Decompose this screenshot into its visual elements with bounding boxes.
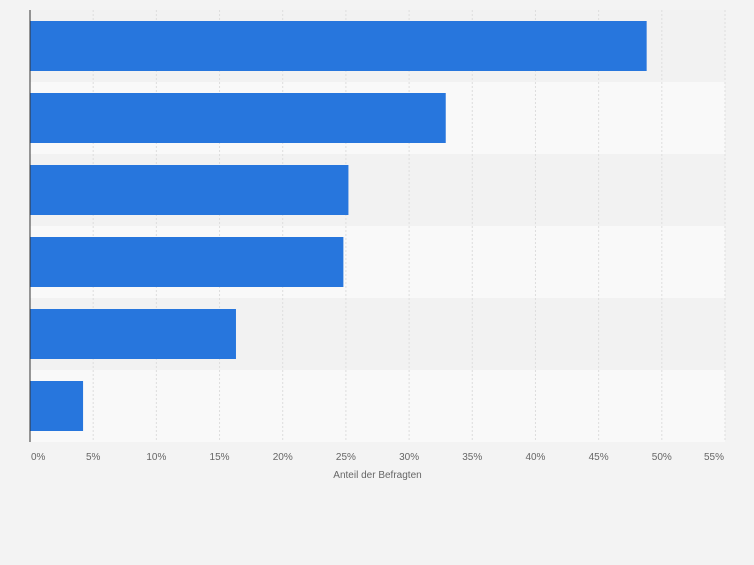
x-tick-label: 25% (336, 452, 356, 463)
x-tick-label: 15% (210, 452, 230, 463)
x-axis-ticks: 0% 5% 10% 15% 20% 25% 30% 35% 40% 45% 50% 55% (31, 452, 724, 463)
x-axis-title: Anteil der Befragten (333, 470, 421, 481)
x-tick-label: 0% (31, 452, 46, 463)
x-tick-label: 5% (86, 452, 101, 463)
x-tick-label: 30% (399, 452, 419, 463)
x-tick-label: 45% (589, 452, 609, 463)
bar[interactable] (30, 237, 344, 287)
bar[interactable] (30, 381, 84, 431)
x-tick-label: 50% (652, 452, 672, 463)
bars (30, 21, 647, 431)
x-tick-label: 35% (462, 452, 482, 463)
grid-lines (92, 10, 726, 442)
bar[interactable] (30, 21, 647, 71)
x-tick-label: 55% (704, 452, 724, 463)
row-band (30, 370, 725, 442)
bar[interactable] (30, 93, 446, 143)
x-tick-label: 40% (525, 452, 545, 463)
bar[interactable] (30, 165, 349, 215)
bar[interactable] (30, 309, 236, 359)
x-tick-label: 10% (146, 452, 166, 463)
row-bands (30, 10, 725, 442)
x-tick-label: 20% (273, 452, 293, 463)
